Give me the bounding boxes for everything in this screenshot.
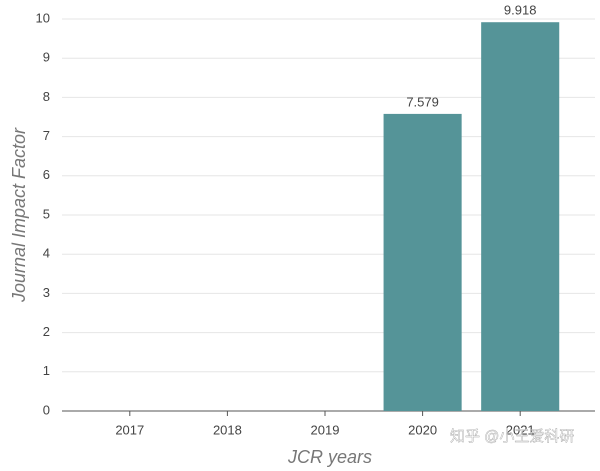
y-tick-label: 6 <box>43 167 50 182</box>
bar <box>481 22 560 412</box>
y-axis-title: Journal Impact Factor <box>9 127 29 303</box>
y-tick-label: 0 <box>43 402 50 417</box>
value-label: 7.579 <box>406 94 439 109</box>
y-tick-label: 7 <box>43 128 50 143</box>
y-tick-label: 1 <box>43 363 50 378</box>
x-tick-label: 2017 <box>115 422 144 437</box>
y-tick-label: 5 <box>43 206 50 221</box>
y-tick-label: 3 <box>43 285 50 300</box>
y-tick-label: 9 <box>43 50 50 65</box>
watermark: 知乎 @小王爱科研 <box>450 428 574 445</box>
y-tick-label: 8 <box>43 89 50 104</box>
value-label: 9.918 <box>504 3 537 18</box>
y-tick-label: 10 <box>36 10 50 25</box>
x-axis-title: JCR years <box>287 447 372 467</box>
x-tick-label: 2018 <box>213 422 242 437</box>
y-tick-label: 2 <box>43 324 50 339</box>
x-tick-label: 2020 <box>408 422 437 437</box>
x-tick-label: 2019 <box>311 422 340 437</box>
x-tick-label: 2021 <box>506 422 535 437</box>
y-tick-label: 4 <box>43 246 50 261</box>
bar <box>383 113 462 411</box>
